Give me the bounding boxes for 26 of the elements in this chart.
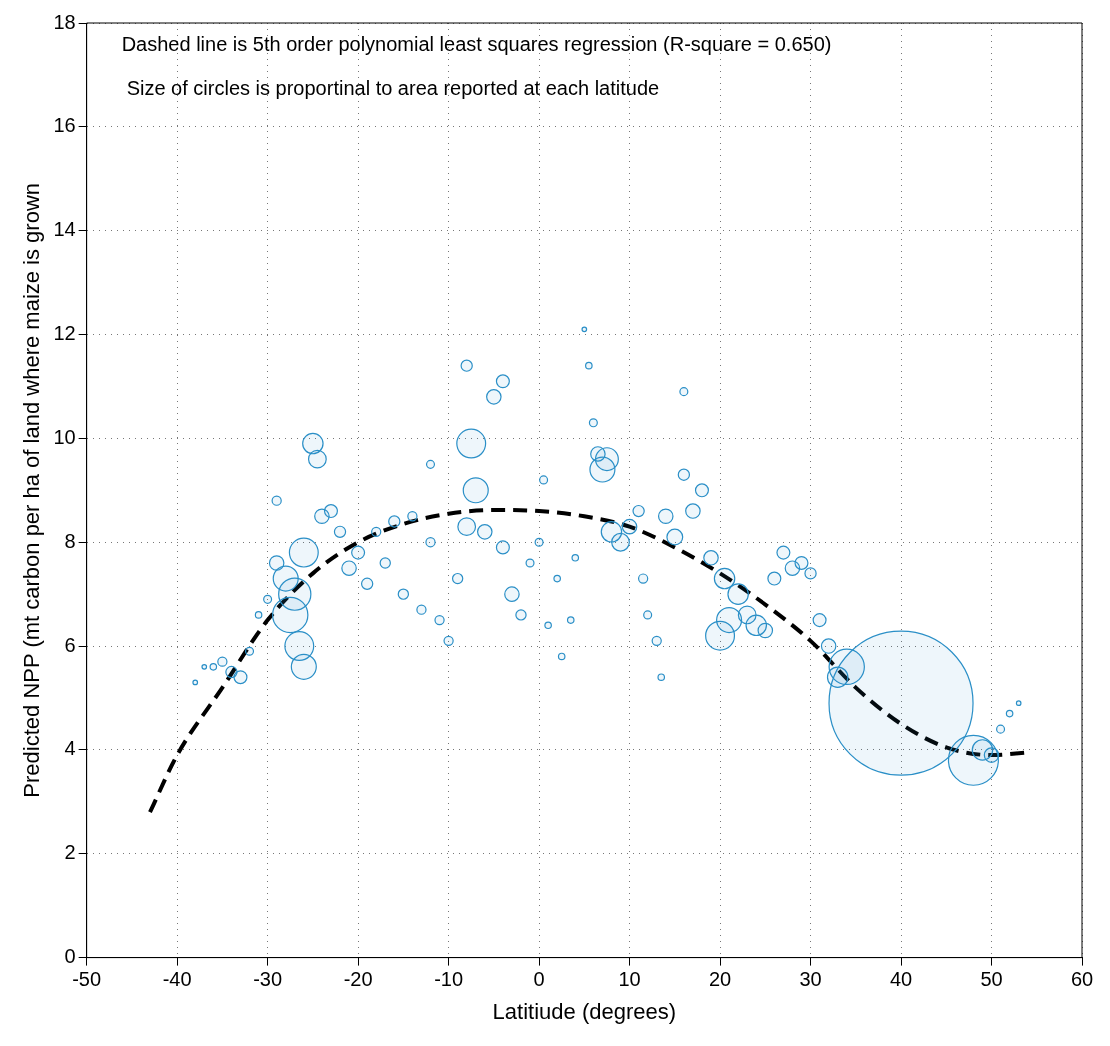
x-tick-label: 40	[889, 968, 913, 991]
x-tick-label: 20	[708, 968, 732, 991]
y-tick-label: 6	[64, 633, 76, 656]
annotation: Size of circles is proportinal to area reported at each latitude	[126, 76, 660, 99]
y-tick-label: 10	[53, 425, 76, 448]
x-tick-label: 30	[799, 968, 822, 991]
x-tick-label: -20	[343, 968, 373, 991]
x-tick-label: -30	[253, 968, 283, 991]
y-tick-label: 8	[64, 529, 76, 552]
x-tick-label: -50	[72, 968, 102, 991]
x-tick-label: 60	[1070, 968, 1094, 991]
y-tick-label: 0	[64, 945, 76, 968]
x-axis-title: Latitiude (degrees)	[492, 998, 677, 1024]
x-tick-label: -10	[434, 968, 464, 991]
y-axis-title: Predicted NPP (mt carbon per ha of land where maize is grown	[19, 182, 45, 798]
x-tick-label: 10	[618, 968, 641, 991]
x-tick-label: 50	[980, 968, 1003, 991]
y-tick-label: 4	[64, 737, 76, 760]
x-tick-label: -40	[162, 968, 192, 991]
y-tick-label: 16	[53, 114, 76, 137]
y-tick-label: 2	[64, 841, 76, 864]
x-tick-label: 0	[533, 968, 545, 991]
y-tick-label: 18	[53, 10, 76, 33]
y-tick-label: 14	[53, 218, 76, 241]
y-tick-label: 12	[53, 322, 76, 345]
annotation: Dashed line is 5th order polynomial least squares regression (R-square = 0.650)	[121, 32, 832, 55]
